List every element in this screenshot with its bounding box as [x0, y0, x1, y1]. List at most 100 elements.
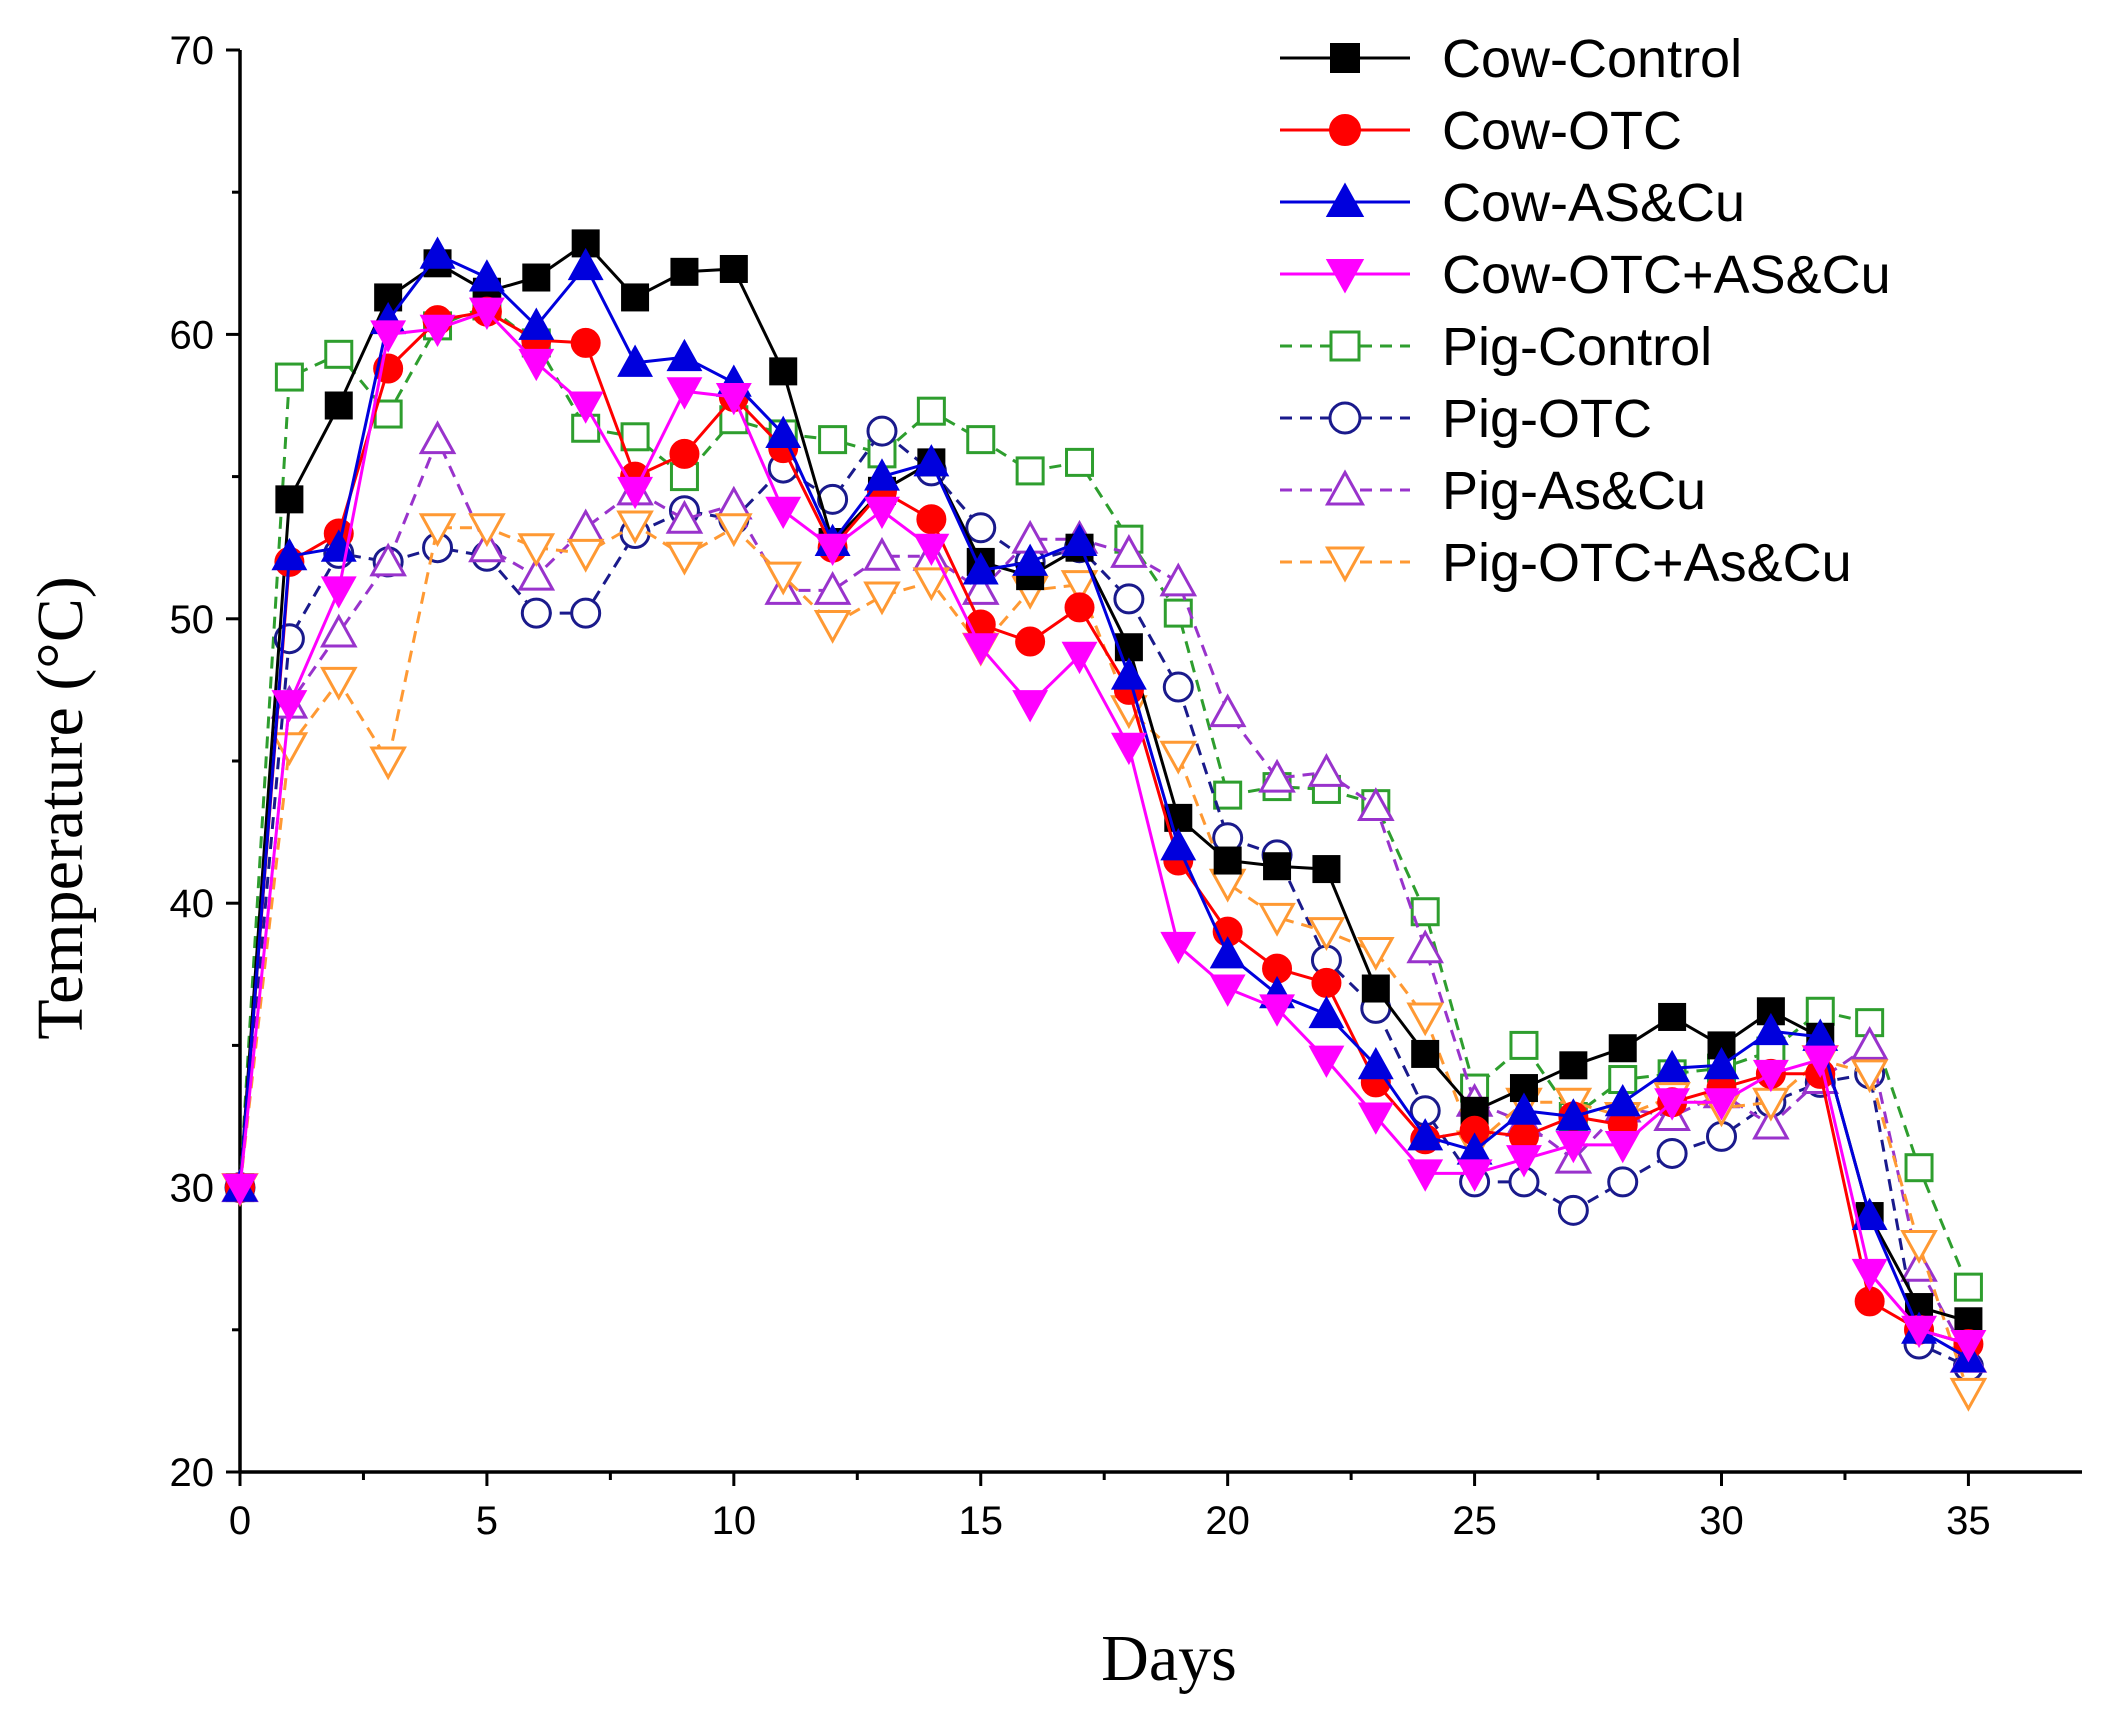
data-point-pig-otc [1607, 1166, 1639, 1198]
data-point-cow-otc-plus-asandcu [1802, 1045, 1839, 1078]
legend-marker [1330, 43, 1360, 73]
data-point-cow-otc-plus-asandcu [1604, 1130, 1641, 1164]
data-point-pig-otc-plus-asandcu [665, 541, 704, 576]
data-point-pig-otc-plus-asandcu [1159, 740, 1198, 775]
data-point-cow-control [1658, 1002, 1687, 1031]
data-point-cow-otc-plus-asandcu [1357, 1102, 1394, 1135]
series-layer [221, 229, 1988, 1412]
series-cow-otc [225, 296, 1984, 1360]
data-point-pig-otc-plus-asandcu [715, 513, 753, 548]
data-point-pig-otc-plus-asandcu [1900, 1229, 1938, 1264]
data-point-cow-otc-plus-asandcu [1851, 1258, 1888, 1292]
series-line-cow-asandcu [238, 253, 1970, 1360]
data-point-cow-otc-plus-asandcu [1160, 931, 1197, 965]
legend-marker [1325, 182, 1365, 217]
data-point-pig-otc-plus-asandcu [813, 609, 852, 644]
legend-label: Cow-Control [1442, 29, 1742, 89]
data-point-cow-otc-plus-asandcu [1061, 641, 1098, 675]
data-point-pig-asandcu [566, 508, 605, 543]
y-tick-label: 50 [170, 598, 215, 642]
legend-item-cow-otc-plus-asandcu: Cow-OTC+AS&Cu [1280, 245, 1891, 305]
data-point-cow-otc-plus-asandcu [617, 476, 654, 510]
data-point-cow-otc-plus-asandcu [1555, 1130, 1592, 1164]
data-point-cow-control [1411, 1039, 1440, 1068]
data-point-cow-asandcu [271, 537, 308, 571]
data-point-pig-asandcu [1208, 693, 1247, 728]
data-point-cow-asandcu [1506, 1092, 1542, 1125]
data-point-cow-otc-plus-asandcu [1110, 732, 1147, 766]
data-point-cow-control [719, 254, 748, 283]
data-point-pig-otc-plus-asandcu [270, 732, 309, 767]
data-point-cow-otc-plus-asandcu [518, 348, 555, 382]
data-point-pig-otc [520, 597, 552, 629]
data-point-pig-control [373, 399, 403, 429]
data-point-cow-asandcu [666, 338, 703, 372]
data-point-pig-otc-plus-asandcu [616, 510, 654, 545]
legend-item-pig-otc-plus-asandcu: Pig-OTC+As&Cu [1280, 533, 1852, 593]
data-point-cow-asandcu [1160, 828, 1197, 861]
data-point-cow-otc-plus-asandcu [864, 496, 900, 530]
data-point-cow-control [275, 485, 304, 514]
legend-marker [1324, 546, 1366, 583]
data-point-cow-asandcu [864, 458, 900, 491]
x-tick-label: 25 [1452, 1499, 1497, 1543]
data-point-cow-control [670, 257, 699, 286]
data-point-cow-control [1312, 855, 1341, 884]
data-point-cow-control [1509, 1074, 1538, 1103]
data-point-cow-asandcu [1012, 543, 1049, 576]
x-tick-label: 5 [476, 1499, 498, 1543]
data-point-pig-control [1163, 598, 1193, 628]
data-point-pig-otc-plus-asandcu [912, 567, 951, 602]
data-point-cow-control [1263, 852, 1292, 881]
data-point-cow-control [1559, 1051, 1588, 1080]
y-tick-label: 60 [170, 313, 215, 357]
data-point-cow-otc-plus-asandcu [1506, 1145, 1542, 1178]
data-point-cow-otc-plus-asandcu [222, 1173, 258, 1206]
data-point-cow-otc-plus-asandcu [1209, 974, 1246, 1007]
data-point-cow-otc-plus-asandcu [1901, 1315, 1937, 1349]
data-point-cow-asandcu [1110, 657, 1147, 690]
series-line-cow-otc [238, 310, 1969, 1346]
series-cow-control [226, 229, 1983, 1336]
data-point-pig-otc-plus-asandcu [1357, 937, 1395, 971]
data-point-cow-otc-plus-asandcu [1654, 1088, 1691, 1121]
legend-label: Cow-AS&Cu [1442, 173, 1745, 233]
legend-marker [1329, 330, 1361, 362]
data-point-cow-otc-plus-asandcu [1703, 1088, 1740, 1121]
legend-marker [1325, 259, 1365, 294]
data-point-pig-otc-plus-asandcu [319, 666, 358, 701]
legend-label: Cow-OTC [1442, 101, 1682, 161]
data-point-cow-otc-plus-asandcu [370, 320, 407, 353]
data-point-cow-control [1608, 1034, 1637, 1063]
data-point-cow-asandcu [1209, 936, 1246, 969]
data-point-pig-otc [866, 415, 898, 447]
data-point-pig-asandcu [1258, 758, 1296, 793]
data-point-cow-asandcu [1308, 995, 1345, 1029]
data-point-cow-otc-plus-asandcu [468, 297, 505, 330]
data-point-cow-asandcu [765, 415, 802, 448]
data-point-cow-asandcu [1654, 1049, 1691, 1083]
y-tick-label: 20 [170, 1451, 215, 1495]
axes: 0 5 10 15 20 25 30 35 20 30 40 50 60 70 [170, 29, 2082, 1543]
data-point-pig-asandcu [369, 542, 407, 577]
data-point-cow-control [621, 283, 650, 312]
data-point-cow-asandcu [617, 344, 654, 377]
x-tick-label: 20 [1205, 1499, 1250, 1543]
data-point-cow-otc-plus-asandcu [1407, 1159, 1444, 1192]
data-point-cow-asandcu [419, 236, 456, 269]
data-point-pig-asandcu [1307, 753, 1346, 787]
data-point-pig-asandcu [1850, 1026, 1889, 1060]
data-point-cow-control [1114, 633, 1143, 662]
data-point-cow-control [324, 391, 353, 420]
data-point-cow-otc-plus-asandcu [715, 382, 752, 416]
x-axis-title: Days [1101, 1622, 1237, 1695]
legend-item-cow-otc: Cow-OTC [1280, 101, 1682, 161]
data-point-pig-control [324, 339, 354, 369]
legend: Cow-Control Cow-OTC Cow-AS&Cu Cow-OTC+AS&Cu… [1280, 29, 1891, 593]
series-line-cow-otc-plus-asandcu [238, 310, 1969, 1346]
data-point-pig-asandcu [517, 556, 556, 591]
data-point-pig-otc-plus-asandcu [1850, 1059, 1889, 1094]
data-point-cow-otc-plus-asandcu [1259, 994, 1296, 1027]
data-point-pig-control [620, 422, 650, 452]
